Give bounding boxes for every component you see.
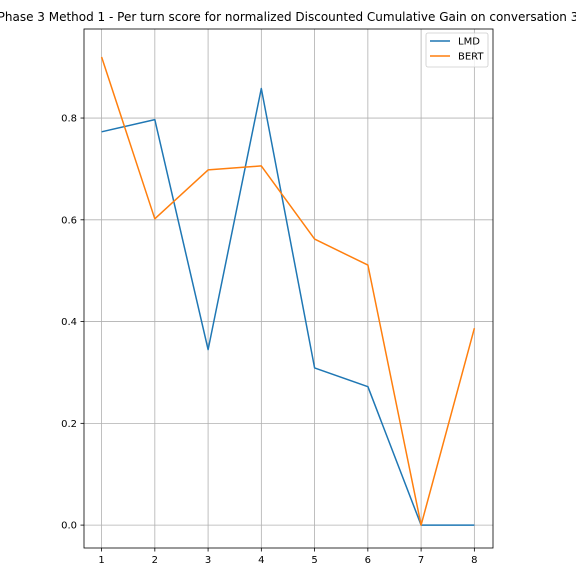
x-tick-label: 2 <box>152 555 158 566</box>
legend: LMD BERT <box>425 32 489 68</box>
y-tick-label: 0.0 <box>61 521 77 532</box>
series-line-bert <box>100 56 476 526</box>
plot-frame <box>83 28 494 549</box>
x-tick-label: 1 <box>98 555 104 566</box>
y-tick-label: 0.4 <box>61 317 77 328</box>
y-tick-label: 0.6 <box>61 215 77 226</box>
x-tick-label: 4 <box>258 555 264 566</box>
x-tick-label: 3 <box>205 555 211 566</box>
chart-title: Phase 3 Method 1 - Per turn score for no… <box>0 10 576 24</box>
x-tick-label: 6 <box>365 555 371 566</box>
x-tick-label: 7 <box>418 555 424 566</box>
grid <box>84 29 493 548</box>
series-layer <box>100 56 476 526</box>
legend-label-lmd: LMD <box>458 37 480 48</box>
y-tick-label: 0.8 <box>61 114 77 125</box>
y-tick-label: 0.2 <box>61 419 77 430</box>
y-axis: 0.0 0.2 0.4 0.6 0.8 <box>61 114 84 532</box>
x-tick-label: 8 <box>471 555 477 566</box>
x-tick-label: 5 <box>311 555 317 566</box>
legend-label-bert: BERT <box>458 52 484 63</box>
x-axis: 1 2 3 4 5 6 7 8 <box>98 548 478 566</box>
series-line-lmd <box>101 87 475 526</box>
